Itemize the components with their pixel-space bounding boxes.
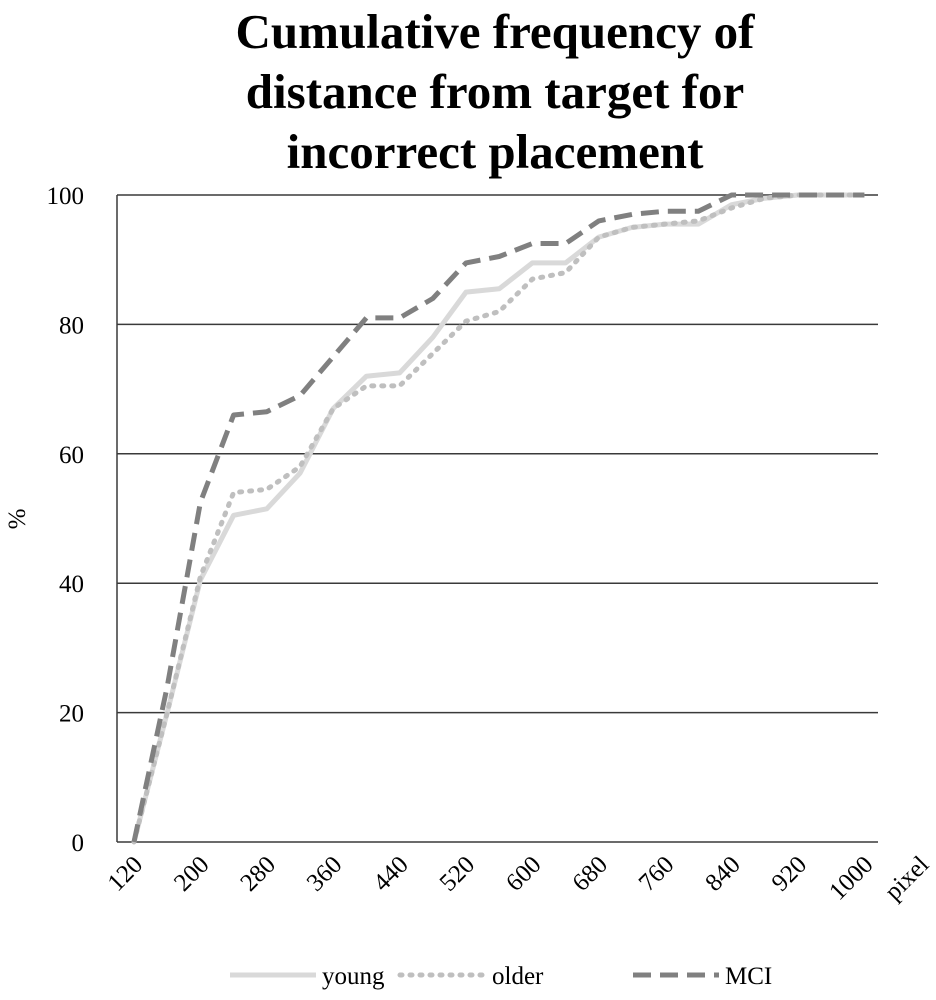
y-tick-label-20: 20 xyxy=(59,701,84,728)
chart-title-line-2: distance from target for xyxy=(245,64,745,119)
series-line-older xyxy=(131,192,867,845)
grid-layer xyxy=(117,194,878,714)
x-tick-label-680: 680 xyxy=(567,851,613,897)
x-tick-label-280: 280 xyxy=(235,851,281,897)
x-tick-label-360: 360 xyxy=(302,851,348,897)
x-tick-label-120: 120 xyxy=(103,851,149,897)
legend-label-young: young xyxy=(322,963,385,990)
x-tick-label-200: 200 xyxy=(169,851,215,897)
series-layer xyxy=(131,192,867,845)
chart-title: Cumulative frequency of distance from ta… xyxy=(0,2,936,182)
axis-layer xyxy=(116,195,878,843)
y-tick-label-100: 100 xyxy=(47,183,85,210)
x-axis-label: pixel xyxy=(880,851,934,905)
legend-label-older: older xyxy=(492,963,544,990)
x-tick-label-760: 760 xyxy=(634,851,680,897)
y-axis-label: % xyxy=(4,509,31,530)
chart-title-line-1: Cumulative frequency of xyxy=(235,4,755,59)
x-tick-label-920: 920 xyxy=(767,851,813,897)
x-tick-label-520: 520 xyxy=(435,851,481,897)
x-tick-label-440: 440 xyxy=(368,851,414,897)
x-tick-label-840: 840 xyxy=(700,851,746,897)
y-tick-label-80: 80 xyxy=(59,312,84,339)
chart-title-line-3: incorrect placement xyxy=(286,124,704,179)
x-tick-label-1000: 1000 xyxy=(824,851,878,905)
series-line-young xyxy=(131,192,865,843)
x-tick-label-600: 600 xyxy=(501,851,547,897)
legend: young older MCI xyxy=(230,963,772,990)
legend-label-mci: MCI xyxy=(725,963,772,990)
y-tick-label-0: 0 xyxy=(72,830,85,857)
y-tick-label-40: 40 xyxy=(59,571,84,598)
y-tick-label-60: 60 xyxy=(59,442,84,469)
series-line-mci xyxy=(131,192,865,843)
